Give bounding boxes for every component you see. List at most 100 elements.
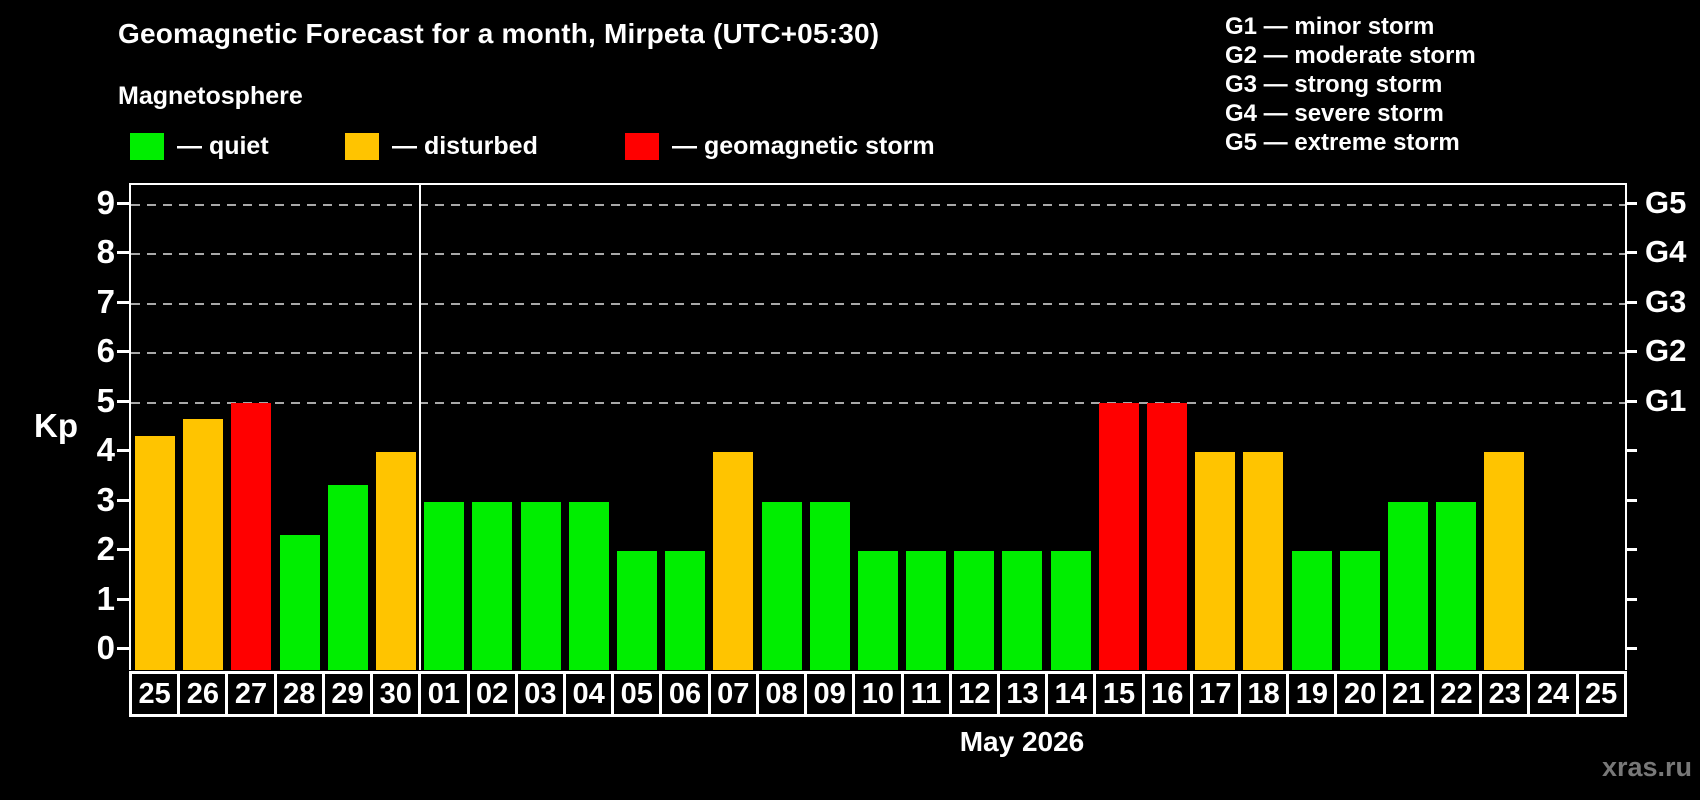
- date-cell: 09: [804, 671, 856, 717]
- date-cell: 16: [1141, 671, 1193, 717]
- y-tick-label: 5: [96, 381, 115, 419]
- magnetosphere-label: Magnetosphere: [118, 82, 303, 110]
- y-tick-label: 0: [96, 629, 115, 667]
- g-level-label-g1: G1: [1645, 382, 1687, 418]
- disturbed-color-swatch: [345, 132, 379, 160]
- kp-bar: [617, 551, 657, 670]
- axis-tick-left: [117, 647, 129, 651]
- kp-bar: [906, 551, 946, 670]
- gridline-kp7: [131, 302, 1625, 305]
- date-cell: 24: [1527, 671, 1579, 717]
- kp-bar: [1388, 502, 1428, 670]
- g-legend-line-g3: G3 — strong storm: [1225, 71, 1443, 98]
- x-axis-month-label: May 2026: [959, 726, 1085, 757]
- storm-color-swatch: [625, 132, 659, 160]
- date-cell: 30: [370, 671, 422, 717]
- kp-bar: [1195, 452, 1235, 670]
- legend-item-storm: — geomagnetic storm: [625, 131, 935, 161]
- kp-bar: [1051, 551, 1091, 670]
- date-cell: 13: [996, 671, 1049, 717]
- date-cell: 18: [1238, 671, 1290, 717]
- g-level-label-g2: G2: [1645, 333, 1687, 369]
- kp-bar: [183, 419, 223, 670]
- y-tick-label: 4: [96, 431, 115, 469]
- axis-tick-left: [117, 498, 129, 502]
- kp-bar: [665, 551, 705, 670]
- x-axis-date-row: 25 26 27 28 29 30 01 02 03 04 05 06 07 08 09 10 11 12 13 14…: [129, 671, 1627, 717]
- date-cell: 21: [1382, 671, 1434, 717]
- axis-tick-right: [1625, 350, 1637, 354]
- axis-tick-right: [1625, 647, 1637, 651]
- date-cell: 29: [321, 671, 374, 717]
- date-cell: 04: [562, 671, 615, 717]
- date-cell: 25: [1575, 671, 1627, 717]
- date-cell: 12: [948, 671, 1000, 717]
- watermark: xras.ru: [1601, 752, 1692, 782]
- date-cell: 14: [1045, 671, 1097, 717]
- axis-tick-right: [1625, 300, 1637, 304]
- date-cell: 25: [129, 671, 181, 717]
- axis-tick-left: [117, 449, 129, 453]
- kp-bar: [328, 485, 368, 670]
- date-cell: 27: [225, 671, 277, 717]
- date-cell: 15: [1093, 671, 1145, 717]
- date-cell: 11: [900, 671, 952, 717]
- legend-label-disturbed: — disturbed: [392, 131, 538, 160]
- axis-tick-right: [1625, 498, 1637, 502]
- date-cell: 02: [466, 671, 518, 717]
- y-tick-label: 7: [96, 282, 115, 320]
- y-tick-label: 8: [96, 233, 115, 271]
- axis-tick-right: [1625, 251, 1637, 255]
- date-cell: 05: [611, 671, 663, 717]
- kp-bar: [280, 535, 320, 670]
- legend-item-quiet: — quiet: [130, 131, 269, 161]
- axis-tick-left: [117, 251, 129, 255]
- axis-tick-right: [1625, 449, 1637, 453]
- axis-tick-left: [117, 399, 129, 403]
- axis-tick-left: [117, 300, 129, 304]
- gridline-kp6: [131, 352, 1625, 355]
- legend-label-storm: — geomagnetic storm: [672, 131, 935, 160]
- date-cell: 06: [659, 671, 711, 717]
- y-tick-label: 3: [96, 480, 115, 518]
- axis-tick-left: [117, 548, 129, 552]
- kp-bar: [521, 502, 561, 670]
- y-tick-label: 2: [96, 530, 115, 568]
- kp-bar: [713, 452, 753, 670]
- kp-bar: [810, 502, 850, 670]
- page-title: Geomagnetic Forecast for a month, Mirpet…: [118, 18, 880, 49]
- axis-tick-left: [117, 350, 129, 354]
- axis-tick-left: [117, 201, 129, 205]
- kp-bar: [376, 452, 416, 670]
- axis-tick-right: [1625, 399, 1637, 403]
- date-cell: 19: [1286, 671, 1338, 717]
- gridline-kp9: [131, 203, 1625, 206]
- date-cell: 23: [1479, 671, 1531, 717]
- g-legend-line-g2: G2 — moderate storm: [1225, 42, 1476, 69]
- kp-bar: [1292, 551, 1332, 670]
- date-cell: 22: [1430, 671, 1483, 717]
- axis-tick-right: [1625, 597, 1637, 601]
- axis-tick-right: [1625, 548, 1637, 552]
- g-legend-line-g1: G1 — minor storm: [1225, 13, 1435, 40]
- y-tick-label: 9: [96, 183, 115, 221]
- kp-bar: [424, 502, 464, 670]
- kp-bar: [231, 403, 271, 670]
- kp-bar: [1340, 551, 1380, 670]
- kp-bar: [1243, 452, 1283, 670]
- kp-bar: [1147, 403, 1187, 670]
- kp-bar: [954, 551, 994, 670]
- legend-label-quiet: — quiet: [177, 131, 269, 160]
- g-level-label-g5: G5: [1645, 184, 1687, 220]
- date-cell: 17: [1189, 671, 1242, 717]
- date-cell: 20: [1334, 671, 1386, 717]
- gridline-kp8: [131, 253, 1625, 256]
- g-level-label-g3: G3: [1645, 283, 1687, 319]
- axis-tick-left: [117, 597, 129, 601]
- date-cell: 07: [707, 671, 759, 717]
- g-level-label-g4: G4: [1645, 234, 1687, 270]
- date-cell: 28: [273, 671, 325, 717]
- g-legend-line-g5: G5 — extreme storm: [1225, 129, 1460, 156]
- g-scale-legend: G1 — minor storm G2 — moderate storm G3 …: [1225, 12, 1476, 157]
